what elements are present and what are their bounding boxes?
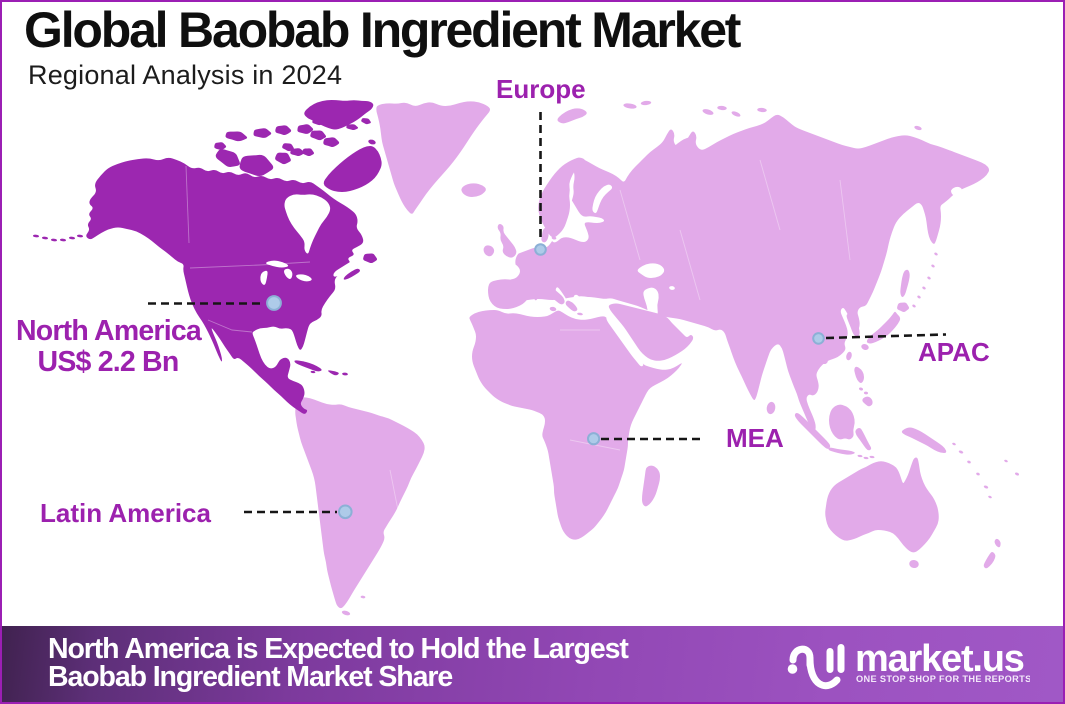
svg-text:ONE STOP SHOP FOR THE REPORTS: ONE STOP SHOP FOR THE REPORTS	[856, 674, 1030, 684]
svg-text:market.us: market.us	[855, 638, 1024, 680]
